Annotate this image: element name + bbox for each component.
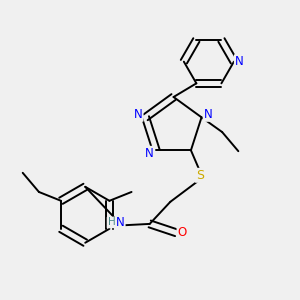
Text: N: N xyxy=(204,108,212,121)
Text: N: N xyxy=(235,55,244,68)
Text: N: N xyxy=(116,216,124,229)
Text: S: S xyxy=(196,169,204,182)
Text: N: N xyxy=(144,147,153,160)
Text: N: N xyxy=(134,108,142,121)
Text: H: H xyxy=(108,218,115,227)
Text: O: O xyxy=(178,226,187,239)
